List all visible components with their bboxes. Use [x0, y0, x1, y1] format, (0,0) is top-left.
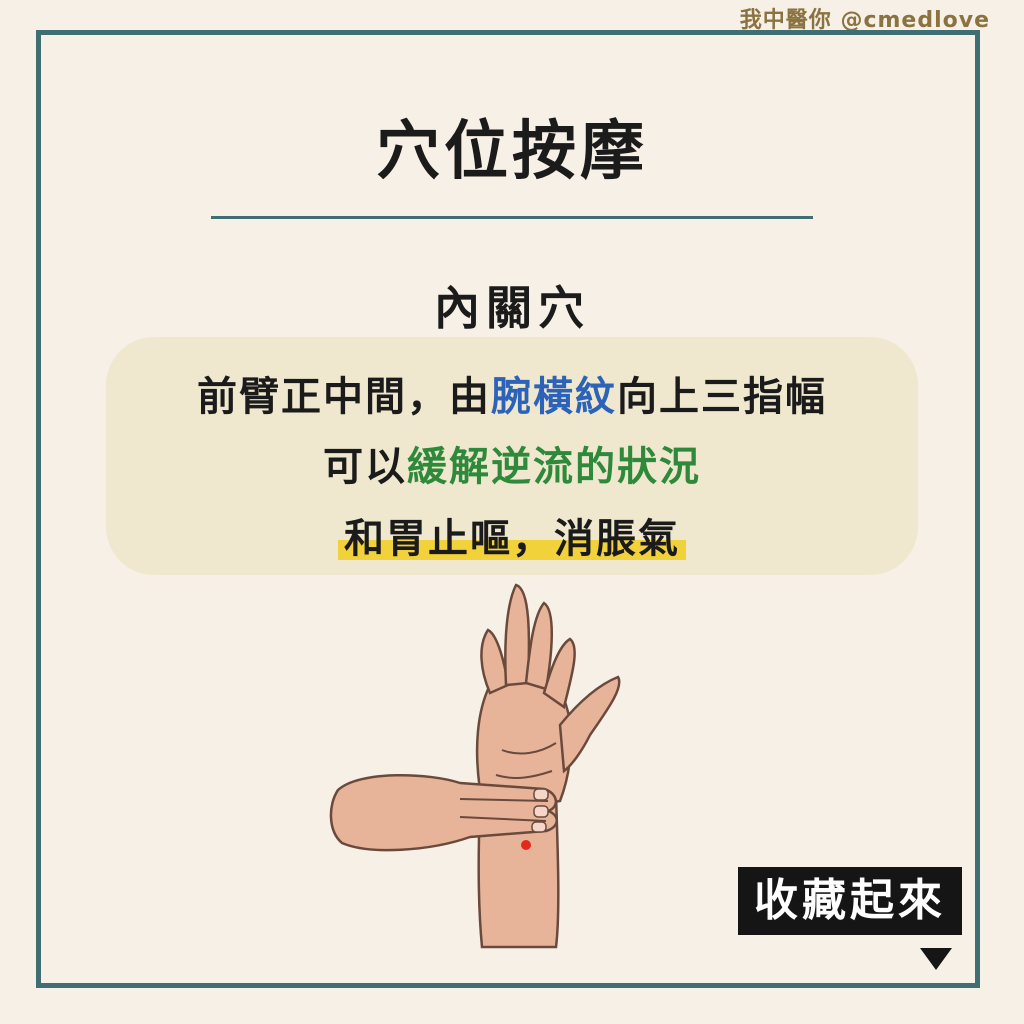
hand-pressing-wrist-illustration	[329, 583, 621, 949]
info-line-effect: 可以緩解逆流的狀況	[0, 434, 1024, 492]
save-button[interactable]: 收藏起來	[738, 867, 962, 935]
info-line-benefit: 和胃止嘔，消脹氣	[0, 506, 1024, 564]
triangle-down-icon	[920, 948, 952, 970]
info-text: 向上三指幅	[617, 374, 827, 420]
acupoint-name: 內關穴	[434, 281, 590, 335]
info-text-highlight-blue: 腕橫紋	[491, 374, 617, 420]
info-line-location: 前臂正中間，由腕橫紋向上三指幅	[0, 364, 1024, 422]
info-text-highlight-green: 緩解逆流的狀況	[407, 444, 701, 490]
content-frame	[36, 30, 980, 988]
page-title: 穴位按摩	[376, 115, 648, 189]
brand-watermark: 我中醫你 @cmedlove	[739, 8, 990, 33]
info-text-highlight-yellow: 和胃止嘔，消脹氣	[338, 516, 686, 562]
title-divider	[211, 216, 813, 219]
info-text: 可以	[323, 444, 407, 490]
info-text: 前臂正中間，由	[197, 374, 491, 420]
